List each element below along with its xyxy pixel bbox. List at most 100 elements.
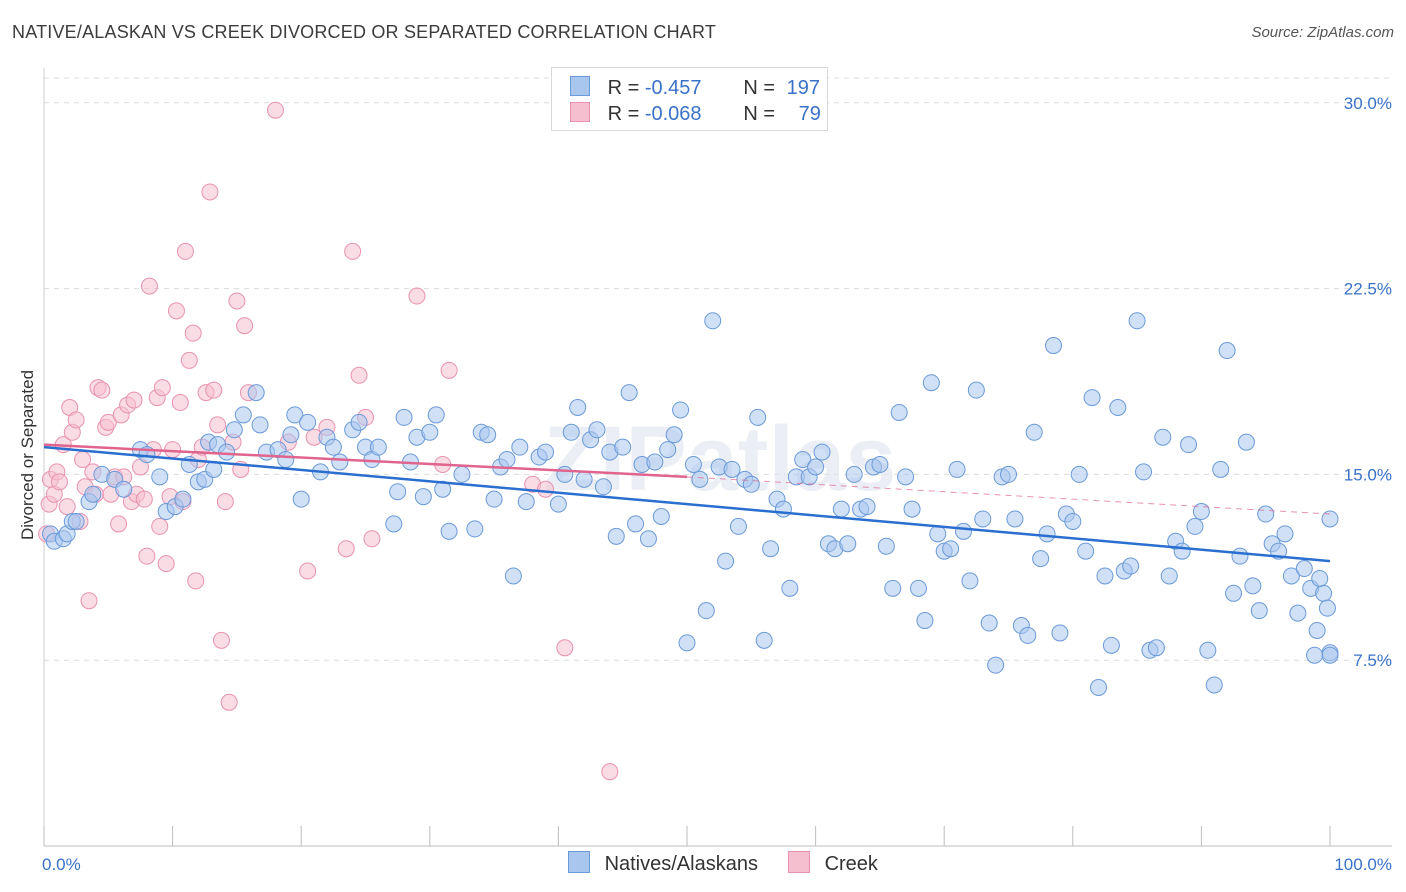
legend-r-label: R = [607, 77, 640, 99]
natives-point [646, 453, 664, 471]
natives-point [1282, 567, 1300, 585]
natives-point [350, 413, 368, 431]
natives-point [762, 540, 780, 558]
natives-point [225, 421, 243, 439]
y-tick-label: 22.5% [1344, 280, 1392, 299]
creek-point [205, 381, 223, 399]
natives-point [1225, 584, 1243, 602]
creek-point [140, 277, 158, 295]
natives-point [1295, 560, 1313, 578]
natives-point [67, 512, 85, 530]
natives-point [1006, 510, 1024, 528]
natives-point [1135, 463, 1153, 481]
natives-point [1102, 636, 1120, 654]
natives-point [1096, 567, 1114, 585]
natives-point [1045, 337, 1063, 355]
natives-point [385, 515, 403, 533]
natives-point [704, 312, 722, 330]
natives-point [755, 631, 773, 649]
natives-point [884, 579, 902, 597]
natives-point [1180, 436, 1198, 454]
natives-point [569, 398, 587, 416]
natives-point [517, 493, 535, 511]
natives-point [1218, 342, 1236, 360]
natives-point [1154, 428, 1172, 446]
natives-point [672, 401, 690, 419]
natives-point [1289, 604, 1307, 622]
natives-point [1122, 557, 1140, 575]
legend-n-label: N = [743, 77, 776, 99]
natives-point [691, 470, 709, 488]
creek-point [167, 302, 185, 320]
natives-point [1038, 525, 1056, 543]
natives-point [1257, 505, 1275, 523]
gridlines [44, 77, 1392, 661]
natives-point [922, 374, 940, 392]
legend: R = -0.457 N = 197 R = -0.068 N = 79 [551, 67, 828, 131]
creek-point [363, 530, 381, 548]
natives-point [839, 535, 857, 553]
natives-point [942, 540, 960, 558]
creek-point [110, 515, 128, 533]
natives-point [697, 602, 715, 620]
creek-point [209, 416, 227, 434]
creek-point [440, 361, 458, 379]
natives-points [41, 312, 1339, 696]
legend-r-value: -0.068 [644, 103, 702, 125]
natives-point [845, 465, 863, 483]
natives-point [511, 438, 529, 456]
natives-point [277, 451, 295, 469]
legend-swatch-natives [570, 76, 590, 96]
creek-point [299, 562, 317, 580]
creek-point [80, 592, 98, 610]
creek-point [125, 391, 143, 409]
natives-point [723, 460, 741, 478]
creek-point [344, 242, 362, 260]
natives-point [1070, 465, 1088, 483]
trend-lines [43, 443, 1331, 563]
natives-point [286, 406, 304, 424]
natives-point [440, 522, 458, 540]
creek-point [171, 394, 189, 412]
natives-point [389, 483, 407, 501]
y-tick-label: 7.5% [1353, 651, 1392, 670]
natives-point [1244, 577, 1262, 595]
creek-point [601, 763, 619, 781]
legend-n-value: 197 [786, 77, 820, 99]
natives-point [1237, 433, 1255, 451]
natives-point [1083, 389, 1101, 407]
natives-point [832, 500, 850, 518]
creek-point [228, 292, 246, 310]
natives-point [1128, 312, 1146, 330]
creek-trend-extension [686, 476, 1331, 515]
natives-point [627, 515, 645, 533]
creek-point [67, 411, 85, 429]
creek-point [138, 547, 156, 565]
bottom-swatch-natives [568, 851, 590, 873]
natives-point [1000, 465, 1017, 483]
natives-point [292, 490, 310, 508]
bottom-swatch-creek [788, 851, 810, 873]
creek-point [337, 540, 355, 558]
legend-row-creek: R = -0.068 N = 79 [570, 102, 821, 128]
natives-point [324, 438, 342, 456]
creek-point [350, 366, 368, 384]
natives-point [562, 423, 580, 441]
bottom-legend-creek: Creek [788, 851, 878, 876]
natives-point [916, 612, 934, 630]
x-tick-label: 100.0% [1334, 855, 1392, 874]
natives-point [282, 426, 300, 444]
legend-r-label: R = [607, 103, 640, 125]
natives-point [1231, 547, 1249, 565]
natives-point [614, 438, 632, 456]
natives-point [549, 495, 567, 513]
natives-point [498, 451, 516, 469]
y-tick-label: 30.0% [1344, 94, 1392, 113]
legend-r-value: -0.457 [644, 77, 702, 99]
creek-point [556, 639, 574, 657]
natives-point [1025, 423, 1043, 441]
natives-point [897, 468, 915, 486]
axes [43, 68, 1392, 847]
natives-point [247, 384, 265, 402]
